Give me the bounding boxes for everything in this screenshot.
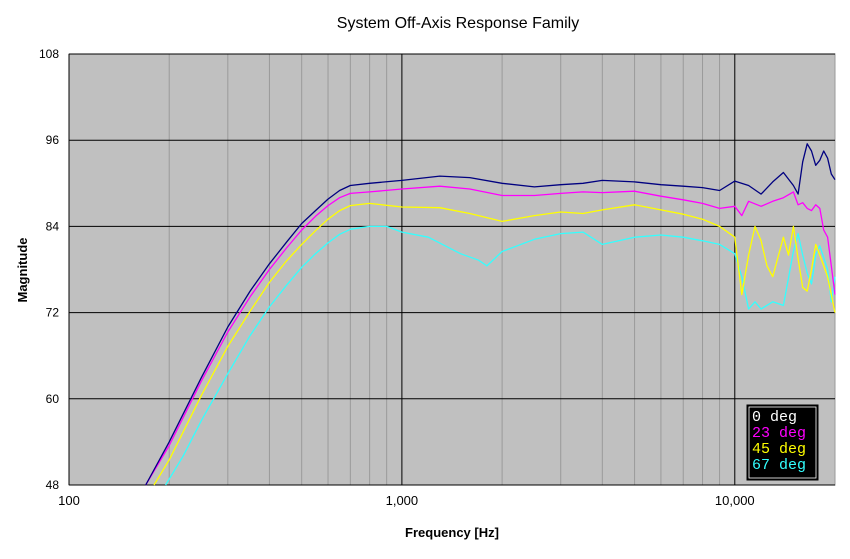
legend-entry: 23 deg — [752, 425, 806, 442]
plot-area — [68, 53, 836, 486]
y-tick-label: 60 — [46, 392, 60, 406]
x-axis-label: Frequency [Hz] — [405, 525, 499, 540]
series-line-0-deg — [145, 143, 836, 486]
chart-title: System Off-Axis Response Family — [337, 15, 579, 32]
legend-entry: 0 deg — [752, 409, 797, 426]
x-tick-label: 10,000 — [715, 493, 755, 508]
major-gridlines — [68, 53, 835, 486]
series-line-45-deg — [153, 202, 836, 486]
y-tick-label: 72 — [46, 306, 60, 320]
minor-gridlines — [168, 54, 836, 485]
series-line-67-deg — [165, 225, 836, 486]
y-tick-label: 84 — [46, 219, 60, 233]
x-tick-label: 100 — [58, 493, 80, 508]
x-tick-label: 1,000 — [386, 493, 419, 508]
legend-inner-border — [748, 406, 817, 479]
series-layer — [145, 143, 836, 486]
y-tick-label: 108 — [39, 47, 59, 61]
y-axis-label: Magnitude — [15, 238, 30, 303]
legend-entry: 67 deg — [752, 457, 806, 474]
y-tick-label: 48 — [46, 478, 60, 492]
tick-labels: 48 60 72 84 96 108 100 1,000 10,000 — [39, 47, 755, 508]
series-line-23-deg — [145, 185, 836, 486]
legend-entry: 45 deg — [752, 441, 806, 458]
y-tick-label: 96 — [46, 133, 60, 147]
legend-box — [746, 404, 819, 481]
